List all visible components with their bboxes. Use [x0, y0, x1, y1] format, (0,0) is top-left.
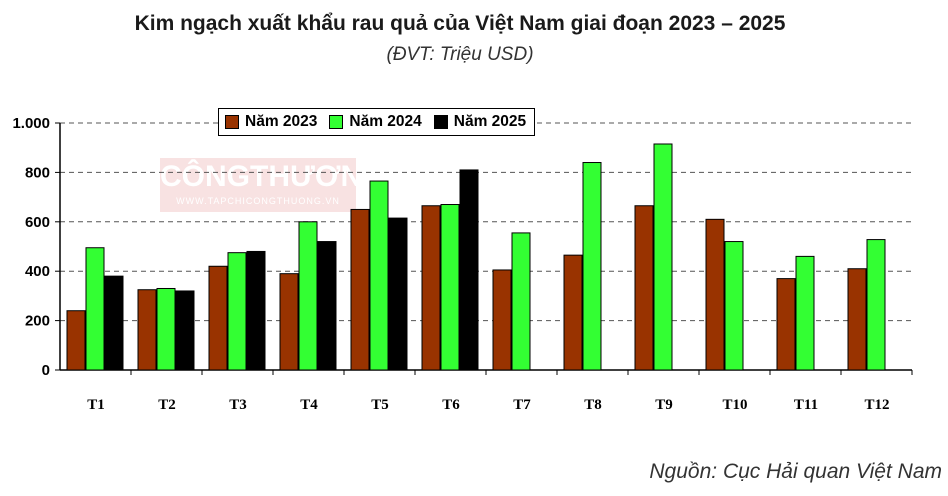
watermark-logo: CÔNGTHƯƠNG WWW.TAPCHICONGTHUONG.VN	[160, 158, 386, 212]
y-tick-label: 600	[25, 214, 50, 231]
x-tick-label: T6	[442, 397, 460, 413]
x-tick-label: T12	[864, 397, 889, 413]
bar-năm-2024	[298, 221, 318, 371]
bar-năm-2025	[104, 275, 124, 371]
bar-năm-2024	[85, 247, 105, 371]
y-tick-label: 200	[25, 313, 50, 330]
x-tick-label: T4	[300, 397, 318, 413]
bar-năm-2024	[227, 252, 247, 371]
bar-năm-2023	[279, 273, 299, 371]
watermark-sub-text: WWW.TAPCHICONGTHUONG.VN	[176, 196, 340, 206]
legend-label-2025: Năm 2025	[453, 113, 527, 130]
bar-năm-2023	[137, 289, 157, 371]
legend-swatch-2025	[433, 115, 448, 129]
legend-label-2023: Năm 2023	[245, 113, 318, 130]
bar-năm-2024	[866, 239, 886, 371]
bar-năm-2024	[156, 287, 176, 371]
legend-item-2024: Năm 2024	[329, 113, 422, 131]
legend-item-2025: Năm 2025	[433, 113, 527, 131]
x-tick-label: T8	[584, 397, 602, 413]
x-tick-label: T11	[794, 397, 818, 413]
chart-unit: (ĐVT: Triệu USD)	[386, 44, 534, 65]
bar-năm-2023	[350, 208, 370, 371]
chart-title: Kim ngạch xuất khẩu rau quả của Việt Nam…	[134, 12, 786, 35]
bar-năm-2023	[66, 310, 86, 371]
legend-swatch-2023	[225, 115, 239, 129]
bar-năm-2025	[246, 250, 266, 371]
legend-label-2024: Năm 2024	[349, 113, 422, 130]
bar-năm-2024	[511, 232, 531, 371]
bar-năm-2023	[208, 265, 228, 371]
x-tick-label: T2	[158, 397, 176, 413]
bar-năm-2024	[369, 180, 389, 371]
watermark-main-text: CÔNGTHƯƠNG	[160, 160, 386, 193]
bar-năm-2025	[317, 241, 337, 371]
y-tick-label: 1.000	[12, 115, 50, 132]
bar-năm-2025	[175, 290, 195, 371]
x-tick-label: T10	[722, 397, 747, 413]
bar-năm-2024	[795, 255, 815, 371]
bar-năm-2023	[421, 205, 441, 371]
x-tick-label: T5	[371, 397, 389, 413]
bar-năm-2024	[582, 162, 602, 371]
bar-năm-2023	[563, 254, 583, 371]
legend-item-2023: Năm 2023	[225, 113, 317, 131]
bar-năm-2025	[388, 217, 408, 371]
bar-năm-2024	[440, 204, 460, 371]
bar-năm-2024	[724, 241, 744, 371]
bar-năm-2023	[705, 218, 725, 371]
bar-năm-2023	[847, 268, 867, 371]
bar-năm-2023	[634, 205, 654, 371]
x-tick-label: T3	[229, 397, 247, 413]
bar-năm-2025	[459, 169, 479, 371]
x-tick-label: T1	[87, 397, 105, 413]
chart-legend: Năm 2023 Năm 2024 Năm 2025	[218, 108, 536, 136]
y-tick-label: 800	[25, 164, 50, 181]
bar-năm-2023	[492, 269, 512, 371]
y-tick-label: 0	[42, 362, 50, 379]
legend-swatch-2024	[329, 115, 344, 129]
x-tick-label: T9	[655, 397, 673, 413]
y-tick-label: 400	[25, 263, 50, 280]
bar-năm-2024	[653, 143, 673, 371]
bar-năm-2023	[776, 278, 796, 371]
x-tick-label: T7	[513, 397, 531, 413]
source-note: Nguồn: Cục Hải quan Việt Nam	[649, 460, 942, 483]
